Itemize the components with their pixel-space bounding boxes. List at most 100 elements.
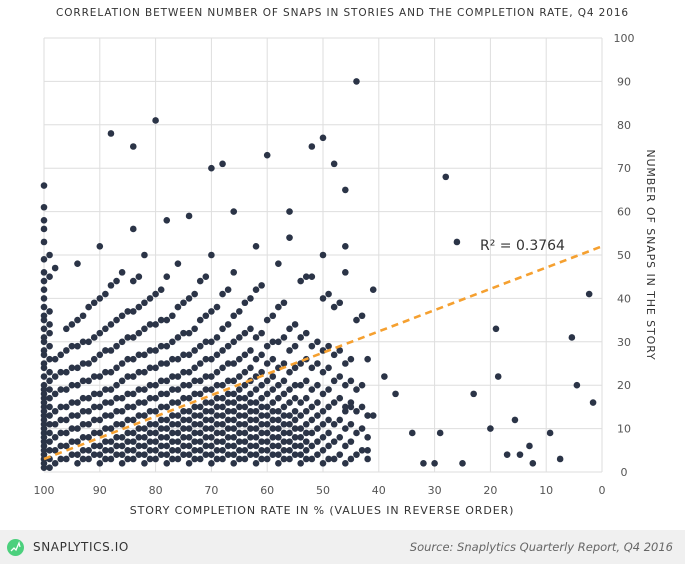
data-point bbox=[63, 442, 70, 450]
data-point bbox=[392, 390, 399, 398]
data-point bbox=[46, 464, 53, 471]
data-point bbox=[96, 329, 104, 337]
data-point bbox=[180, 329, 187, 337]
data-point bbox=[280, 299, 288, 307]
data-point bbox=[174, 399, 182, 406]
data-point bbox=[314, 438, 321, 445]
footer: SNAPLYTICS.IO Source: Snaplytics Quarter… bbox=[0, 530, 685, 564]
data-point bbox=[113, 442, 120, 450]
data-point bbox=[492, 325, 500, 333]
data-point bbox=[185, 416, 193, 424]
data-point bbox=[113, 407, 120, 415]
y-tick-label: 30 bbox=[617, 336, 631, 349]
data-point bbox=[252, 399, 260, 406]
data-point bbox=[381, 373, 388, 380]
data-point bbox=[308, 429, 316, 437]
x-tick-label: 10 bbox=[539, 484, 553, 497]
data-point bbox=[208, 373, 215, 380]
data-point bbox=[96, 295, 104, 302]
data-point bbox=[146, 407, 154, 415]
data-point bbox=[364, 447, 371, 454]
data-point bbox=[63, 368, 70, 376]
data-point bbox=[174, 303, 182, 311]
data-point bbox=[174, 420, 182, 428]
data-point bbox=[431, 460, 438, 467]
y-tick-label: 20 bbox=[617, 379, 631, 392]
data-point bbox=[336, 347, 344, 354]
data-point bbox=[96, 403, 104, 411]
data-point bbox=[280, 420, 288, 428]
data-point bbox=[63, 455, 70, 463]
data-point bbox=[118, 460, 126, 467]
data-point bbox=[63, 325, 70, 333]
data-point bbox=[230, 460, 238, 467]
x-tick-label: 80 bbox=[149, 484, 163, 497]
data-point bbox=[202, 433, 210, 441]
data-point bbox=[180, 451, 187, 458]
data-point bbox=[169, 338, 176, 346]
data-point bbox=[174, 355, 182, 363]
data-point bbox=[219, 364, 226, 372]
brand-name[interactable]: SNAPLYTICS.IO bbox=[33, 540, 129, 554]
data-point bbox=[241, 438, 249, 445]
data-point bbox=[135, 433, 143, 441]
data-point bbox=[224, 425, 232, 432]
data-points bbox=[40, 78, 597, 471]
data-point bbox=[347, 399, 355, 406]
data-point bbox=[152, 290, 159, 298]
data-point bbox=[90, 451, 98, 458]
data-point bbox=[107, 447, 115, 454]
data-point bbox=[96, 373, 104, 380]
data-point bbox=[40, 225, 48, 233]
y-tick-label: 90 bbox=[617, 75, 631, 88]
data-point bbox=[163, 273, 171, 281]
data-point bbox=[269, 312, 277, 320]
data-point bbox=[141, 460, 148, 467]
data-point bbox=[196, 412, 204, 419]
data-point bbox=[74, 399, 81, 406]
data-point bbox=[202, 451, 210, 458]
data-point bbox=[275, 394, 282, 402]
data-point bbox=[79, 338, 87, 346]
data-point bbox=[196, 447, 204, 454]
data-point bbox=[224, 433, 232, 441]
data-point bbox=[63, 347, 70, 354]
data-point bbox=[129, 355, 137, 363]
data-point bbox=[286, 429, 293, 437]
data-point bbox=[96, 460, 104, 467]
data-point bbox=[297, 412, 304, 419]
data-point bbox=[90, 429, 98, 437]
data-point bbox=[208, 451, 215, 458]
data-point bbox=[135, 442, 143, 450]
data-point bbox=[208, 425, 215, 432]
data-point bbox=[213, 403, 221, 411]
data-point bbox=[202, 416, 210, 424]
data-point bbox=[185, 381, 193, 389]
y-tick-label: 50 bbox=[617, 249, 631, 262]
data-point bbox=[213, 351, 221, 359]
data-point bbox=[230, 208, 238, 215]
data-point bbox=[102, 412, 109, 419]
data-point bbox=[420, 460, 427, 467]
data-point bbox=[46, 251, 53, 259]
data-point bbox=[224, 451, 232, 458]
data-point bbox=[202, 338, 210, 346]
data-point bbox=[191, 429, 198, 437]
data-point bbox=[364, 412, 371, 419]
data-point bbox=[102, 368, 109, 376]
data-point bbox=[157, 416, 165, 424]
data-point bbox=[118, 377, 126, 385]
data-point bbox=[224, 360, 232, 367]
data-point bbox=[325, 364, 332, 372]
data-point bbox=[442, 173, 450, 181]
data-point bbox=[291, 442, 299, 450]
data-point bbox=[213, 412, 221, 419]
data-point bbox=[40, 312, 48, 320]
data-point bbox=[124, 373, 131, 380]
data-point bbox=[118, 433, 126, 441]
data-point bbox=[85, 455, 92, 463]
data-point bbox=[252, 407, 260, 415]
data-point bbox=[152, 394, 159, 402]
data-point bbox=[146, 394, 154, 402]
data-point bbox=[302, 455, 310, 463]
